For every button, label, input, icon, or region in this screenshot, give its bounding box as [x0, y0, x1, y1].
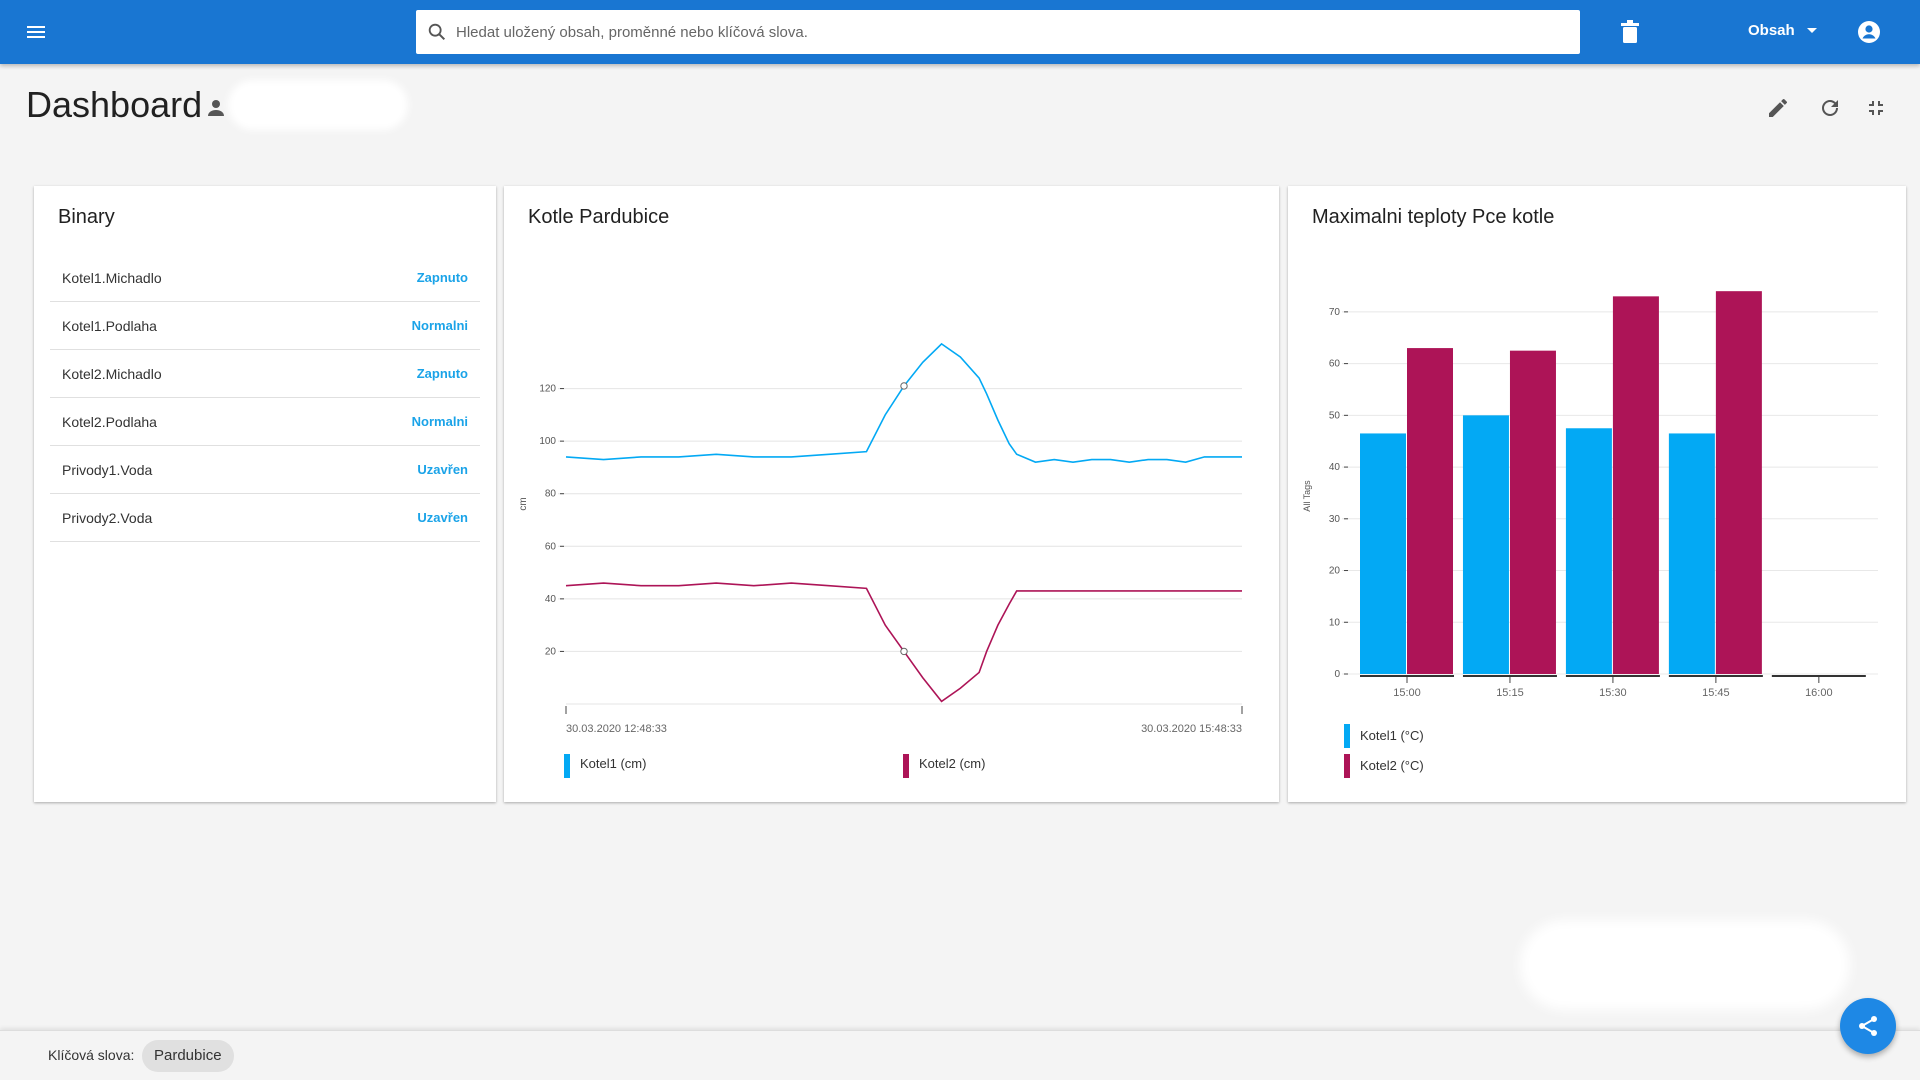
caret-down-icon: [1806, 28, 1817, 33]
y-tick-label: 0: [1334, 669, 1340, 680]
list-item: Kotel1.Podlaha Normalni: [50, 302, 480, 350]
keyword-chip[interactable]: Pardubice: [142, 1040, 234, 1072]
y-axis-label: cm: [518, 497, 529, 510]
bar-1: [1462, 415, 1509, 674]
share-icon: [1859, 1016, 1877, 1036]
y-tick-label: 70: [1329, 307, 1341, 318]
x-tick-label: 30.03.2020 15:48:33: [1141, 723, 1242, 735]
item-name: Privody1.Voda: [62, 461, 153, 478]
keywords-label: Klíčová slova:: [48, 1047, 135, 1063]
item-value: Uzavřen: [417, 462, 468, 477]
x-tick-label: 15:15: [1496, 687, 1524, 699]
item-value: Zapnuto: [416, 270, 468, 285]
item-value: Normalni: [411, 414, 468, 429]
y-tick-label: 80: [545, 489, 557, 500]
x-tick-label: 16:00: [1805, 687, 1833, 699]
x-tick-label: 15:45: [1702, 687, 1730, 699]
bar-1: [1565, 428, 1612, 674]
page-title: Dashboard: [26, 84, 203, 125]
line-chart: 20 40 60 80 100 120 cm 30.03.2020 12:48:33 30.03…: [518, 342, 1243, 778]
search-bar: [416, 10, 1580, 54]
legend-swatch: [903, 754, 909, 778]
search-icon: [428, 23, 446, 41]
x-tick-label: 30.03.2020 12:48:33: [566, 723, 667, 735]
list-item: Privody1.Voda Uzavřen: [50, 446, 480, 494]
list-item: Privody2.Voda Uzavřen: [50, 494, 480, 542]
bar-2: [1407, 348, 1453, 674]
legend-label: Kotel2 (°C): [1360, 758, 1424, 773]
y-tick-label: 60: [1329, 359, 1341, 370]
bar-chart-title: Maximalni teploty Pce kotle: [1312, 206, 1555, 228]
redacted-area: [1520, 920, 1850, 1010]
y-tick-label: 100: [539, 436, 556, 447]
y-tick-label: 40: [1329, 462, 1341, 473]
fullscreen-exit-icon[interactable]: [1864, 96, 1888, 120]
binary-list: Kotel1.Michadlo Zapnuto Kotel1.Podlaha Nor…: [50, 254, 480, 542]
bar-chart-card: Maximalni teploty Pce kotle 0 10 20 30 40 50 6…: [1288, 186, 1906, 802]
menu-icon[interactable]: [22, 18, 50, 46]
content-menu-label: Obsah: [1748, 22, 1795, 39]
item-value: Normalni: [411, 318, 468, 333]
bar-2: [1509, 350, 1556, 674]
legend-swatch: [564, 754, 570, 778]
data-point-marker: [900, 647, 908, 656]
y-tick-label: 60: [545, 541, 557, 552]
item-name: Kotel1.Michadlo: [62, 269, 162, 286]
binary-card: Binary Kotel1.Michadlo Zapnuto Kotel1.Pod…: [34, 186, 496, 802]
bar-2: [1715, 291, 1762, 674]
item-name: Kotel2.Michadlo: [62, 365, 162, 382]
bar-1: [1360, 433, 1406, 674]
bar-2: [1612, 296, 1659, 674]
item-value: Zapnuto: [416, 366, 468, 381]
account-icon[interactable]: [1857, 20, 1881, 44]
legend-label: Kotel1 (cm): [580, 756, 646, 771]
person-icon: [208, 100, 224, 116]
binary-card-title: Binary: [58, 206, 115, 228]
y-tick-label: 50: [1329, 410, 1341, 421]
bar-chart: 0 10 20 30 40 50 60 70 All Tags 15:00 15:15 15:30 15…: [1302, 291, 1878, 778]
trash-icon[interactable]: [1618, 18, 1642, 46]
search-input[interactable]: [456, 10, 1566, 54]
refresh-icon[interactable]: [1818, 96, 1842, 120]
redacted-area: [228, 80, 408, 130]
y-tick-label: 10: [1329, 617, 1341, 628]
list-item: Kotel2.Podlaha Normalni: [50, 398, 480, 446]
y-tick-label: 20: [1329, 566, 1341, 577]
x-tick-label: 15:30: [1599, 687, 1627, 699]
series-line-1: [565, 342, 1242, 463]
legend-label: Kotel1 (°C): [1360, 728, 1424, 743]
x-tick-label: 15:00: [1393, 687, 1421, 699]
data-point-marker: [900, 382, 908, 390]
share-button[interactable]: [1840, 998, 1896, 1054]
y-tick-label: 20: [545, 646, 557, 657]
series-line-2: [565, 582, 1242, 703]
y-tick-label: 40: [545, 594, 557, 605]
legend-label: Kotel2 (cm): [919, 756, 985, 771]
y-tick-label: 120: [539, 384, 556, 395]
content-menu-button[interactable]: Obsah: [1748, 22, 1817, 39]
legend-swatch: [1344, 724, 1350, 748]
edit-icon[interactable]: [1766, 96, 1790, 120]
legend-swatch: [1344, 754, 1350, 778]
footer-bar: Klíčová slova: Pardubice: [0, 1030, 1920, 1080]
item-name: Kotel2.Podlaha: [62, 413, 157, 430]
item-value: Uzavřen: [417, 510, 468, 525]
line-chart-card: Kotle Pardubice 20 40 60 80 100 120 cm 30.03.20…: [504, 186, 1279, 802]
list-item: Kotel1.Michadlo Zapnuto: [50, 254, 480, 302]
line-chart-title: Kotle Pardubice: [528, 206, 670, 228]
y-tick-label: 30: [1329, 514, 1341, 525]
bar-1: [1668, 433, 1715, 674]
item-name: Kotel1.Podlaha: [62, 317, 157, 334]
list-item: Kotel2.Michadlo Zapnuto: [50, 350, 480, 398]
app-bar: Obsah: [0, 0, 1920, 64]
item-name: Privody2.Voda: [62, 509, 153, 526]
y-axis-label: All Tags: [1302, 480, 1312, 512]
